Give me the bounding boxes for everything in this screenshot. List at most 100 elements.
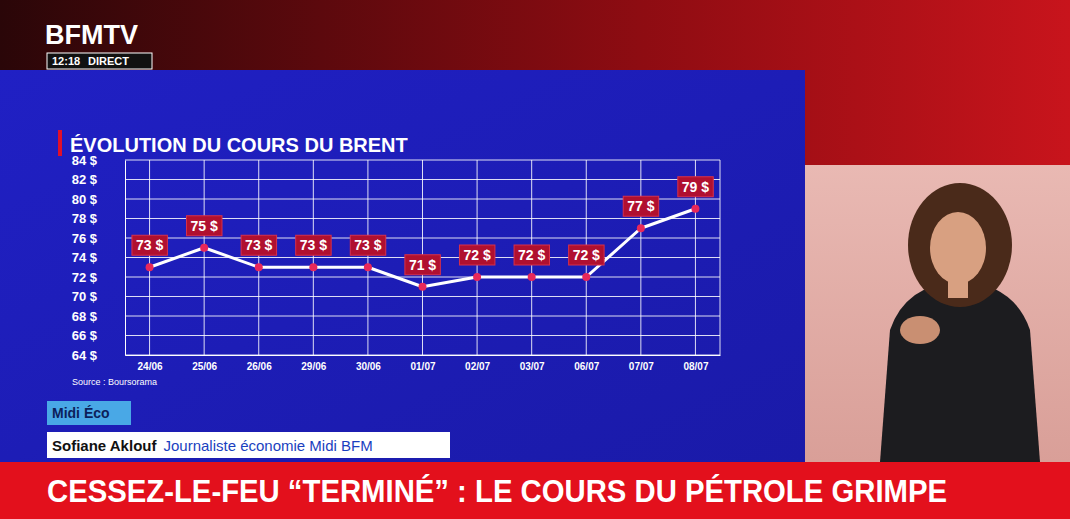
y-tick: 74 $ — [72, 250, 125, 265]
background — [0, 0, 1070, 519]
title-bar — [58, 130, 62, 156]
y-tick-label: 72 $ — [72, 270, 98, 285]
x-tick-label: 06/07 — [574, 361, 599, 372]
live: DIRECT — [88, 55, 129, 67]
y-tick: 76 $ — [72, 231, 125, 246]
label-box — [405, 255, 440, 275]
data-label: 71 $ — [409, 257, 436, 273]
x-tick-label: 03/07 — [520, 361, 545, 372]
grid-line-x — [313, 160, 314, 355]
x-tick-label: 30/06 — [356, 361, 381, 372]
x-tick: 25/06 — [192, 355, 217, 372]
program: Midi Éco — [52, 405, 110, 421]
point — [146, 263, 154, 271]
y-axis-line — [125, 161, 126, 356]
label-box — [678, 177, 713, 197]
x-tick: 29/06 — [301, 355, 326, 372]
headline: CESSEZ-LE-FEU “TERMINÉ” : LE COURS DU PÉ… — [47, 474, 947, 509]
y-tick-label: 84 $ — [72, 153, 98, 168]
x-tick-label: 29/06 — [301, 361, 326, 372]
chart-title: ÉVOLUTION DU COURS DU BRENT — [70, 134, 408, 156]
y-tick-label: 74 $ — [72, 250, 98, 265]
data-label: 72 $ — [518, 247, 545, 263]
y-tick: 82 $ — [72, 172, 125, 187]
y-tick-label: 68 $ — [72, 309, 98, 324]
data-label: 73 $ — [300, 237, 327, 253]
y-tick-label: 70 $ — [72, 289, 98, 304]
label-box — [296, 235, 331, 255]
point — [419, 283, 427, 291]
time: 12:18 — [52, 55, 80, 67]
y-tick-label: 78 $ — [72, 211, 98, 226]
data-label: 73 $ — [136, 237, 163, 253]
x-tick-label: 02/07 — [465, 361, 490, 372]
x-tick-label: 24/06 — [138, 361, 163, 372]
y-tick-label: 76 $ — [72, 231, 98, 246]
y-tick: 72 $ — [72, 270, 125, 285]
x-tick: 01/07 — [410, 355, 435, 372]
x-axis-line — [126, 355, 721, 356]
presenter-role: Journaliste économie Midi BFM — [163, 437, 372, 454]
x-tick-label: 01/07 — [410, 361, 435, 372]
data-label: 73 $ — [354, 237, 381, 253]
headline-banner — [0, 462, 1070, 519]
label-box — [132, 235, 167, 255]
x-tick: 26/06 — [247, 355, 272, 372]
label-box — [569, 245, 604, 265]
grid — [125, 160, 720, 355]
point — [691, 205, 699, 213]
x-tick: 07/07 — [629, 355, 654, 372]
y-axis: 64 $ 66 $ 68 $ 70 $ 72 $ 74 $ 76 $ 78 $ 80 $ 82 $… — [72, 153, 126, 363]
point — [200, 244, 208, 252]
data-label: 79 $ — [682, 179, 709, 195]
grid-line-x — [367, 160, 368, 355]
x-tick: 08/07 — [683, 355, 708, 372]
y-tick: 64 $ — [72, 348, 125, 363]
point — [364, 263, 372, 271]
x-tick: 24/06 — [138, 355, 163, 372]
data-label: 73 $ — [245, 237, 272, 253]
x-tick: 02/07 — [465, 355, 490, 372]
interpreter-panel — [805, 165, 1070, 462]
y-tick-label: 64 $ — [72, 348, 98, 363]
label-box — [187, 216, 222, 236]
grid-line-x — [640, 160, 641, 355]
data-label: 72 $ — [573, 247, 600, 263]
data-label: 75 $ — [191, 218, 218, 234]
chart-panel — [0, 70, 805, 462]
point — [473, 273, 481, 281]
interpreter — [880, 183, 1040, 462]
x-tick: 03/07 — [520, 355, 545, 372]
y-tick: 68 $ — [72, 309, 125, 324]
data-label: 77 $ — [627, 198, 654, 214]
label-box — [514, 245, 549, 265]
x-tick-label: 07/07 — [629, 361, 654, 372]
x-tick: 06/07 — [574, 355, 599, 372]
presenter-name: Sofiane Aklouf — [52, 437, 157, 454]
point — [255, 263, 263, 271]
x-tick: 30/06 — [356, 355, 381, 372]
y-tick: 66 $ — [72, 328, 125, 343]
label-box — [459, 245, 494, 265]
grid-line-x — [258, 160, 259, 355]
source: Source : Boursorama — [72, 377, 157, 387]
point — [582, 273, 590, 281]
price-line — [150, 209, 696, 287]
presenter-band — [47, 432, 450, 458]
program-box — [47, 401, 131, 425]
y-tick: 78 $ — [72, 211, 125, 226]
y-tick: 80 $ — [72, 192, 125, 207]
y-tick-label: 66 $ — [72, 328, 98, 343]
point — [528, 273, 536, 281]
x-axis: 24/06 25/06 26/06 29/06 30/06 01/07 02/07 03/07… — [126, 355, 721, 372]
data-labels: 73 $75 $73 $73 $73 $71 $72 $72 $72 $77 $… — [132, 177, 713, 275]
label-box — [241, 235, 276, 255]
y-tick-label: 80 $ — [72, 192, 98, 207]
point — [309, 263, 317, 271]
frame-right — [720, 160, 721, 355]
label-box — [350, 235, 385, 255]
screen: BFMTV 12:18 DIRECT ÉVOLUTION DU COURS DU BR… — [0, 0, 1070, 519]
point — [637, 224, 645, 232]
y-tick: 70 $ — [72, 289, 125, 304]
channel-logo: BFMTV — [45, 20, 138, 50]
